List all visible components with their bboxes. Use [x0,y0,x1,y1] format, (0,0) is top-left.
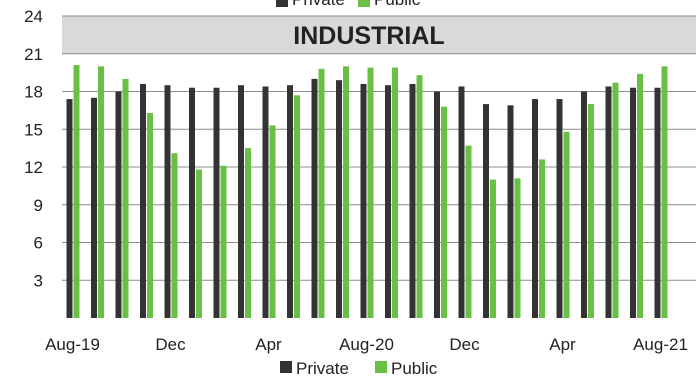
bar-private-4 [164,85,171,318]
bar-private-13 [385,85,391,318]
bar-public-4 [171,153,178,318]
y-tick-label: 12 [24,158,43,177]
bar-private-20 [556,99,563,318]
bar-public-22 [612,82,619,318]
bar-private-11 [336,80,342,318]
x-tick-label: Aug-21 [633,335,688,354]
legend-public-swatch [375,361,387,373]
top-legend: Private Public [276,0,421,9]
bar-public-21 [588,104,594,318]
bar-public-8 [269,125,276,318]
bar-public-7 [245,148,251,318]
y-tick-label: 9 [34,196,43,215]
bar-private-16 [458,86,465,318]
bar-private-7 [238,85,244,318]
bar-public-18 [514,178,521,318]
bar-public-23 [637,73,643,318]
x-tick-label: Apr [549,335,576,354]
bar-public-9 [294,95,300,319]
bar-public-3 [147,112,153,319]
bar-private-18 [507,105,514,318]
bar-public-2 [122,78,129,319]
gridlines [62,15,696,281]
chart-title: INDUSTRIAL [293,22,444,50]
bar-public-0 [73,65,80,318]
bar-public-16 [465,145,472,318]
y-axis-ticks: 3 6 9 12 15 18 21 24 [24,7,43,290]
top-legend-public-label: Public [374,0,421,9]
bar-private-17 [483,104,489,318]
y-tick-label: 21 [24,45,43,64]
x-tick-label: Aug-19 [45,335,100,354]
bar-private-8 [262,86,269,318]
bar-public-11 [343,66,349,318]
x-tick-label: Apr [255,335,282,354]
bar-public-12 [367,67,374,318]
x-tick-label: Dec [155,335,186,354]
bar-private-22 [605,86,612,318]
bar-private-0 [66,99,73,318]
bar-private-24 [654,87,661,318]
bar-private-21 [581,91,587,318]
bar-private-12 [360,83,367,318]
bar-public-13 [392,67,398,318]
title-band [62,16,696,54]
bar-private-23 [630,87,636,318]
bar-private-10 [311,78,318,319]
bar-private-2 [115,91,122,318]
bar-public-19 [539,159,545,318]
bar-private-15 [434,91,440,318]
bar-public-15 [441,106,447,318]
bar-private-14 [409,83,416,318]
top-legend-private-swatch [276,0,288,7]
bottom-legend: Private Public [280,359,438,378]
y-tick-label: 6 [34,234,43,253]
y-tick-label: 24 [24,7,43,26]
x-axis-ticks: Aug-19 Dec Apr Aug-20 Dec Apr Aug-21 [45,335,688,354]
y-tick-label: 3 [34,271,43,290]
bar-private-6 [213,87,220,318]
bar-private-5 [189,87,195,318]
bar-public-14 [416,75,423,319]
y-tick-label: 15 [24,120,43,139]
legend-public-label: Public [391,359,438,378]
bar-private-9 [287,85,293,318]
top-legend-private-label: Private [292,0,345,9]
legend-private-label: Private [296,359,349,378]
top-legend-public-swatch [358,0,370,7]
x-tick-label: Aug-20 [339,335,394,354]
bar-public-5 [196,169,202,318]
bar-public-10 [318,68,325,318]
bar-public-24 [661,66,668,318]
bar-public-17 [490,179,496,318]
bar-public-1 [98,66,104,318]
bar-public-20 [563,131,570,318]
x-tick-label: Dec [449,335,480,354]
bar-private-19 [532,99,538,318]
bars [66,65,668,319]
legend-private-swatch [280,361,292,373]
y-tick-label: 18 [24,83,43,102]
bar-private-3 [140,83,146,318]
bar-private-1 [91,97,97,319]
bar-public-6 [220,165,227,318]
